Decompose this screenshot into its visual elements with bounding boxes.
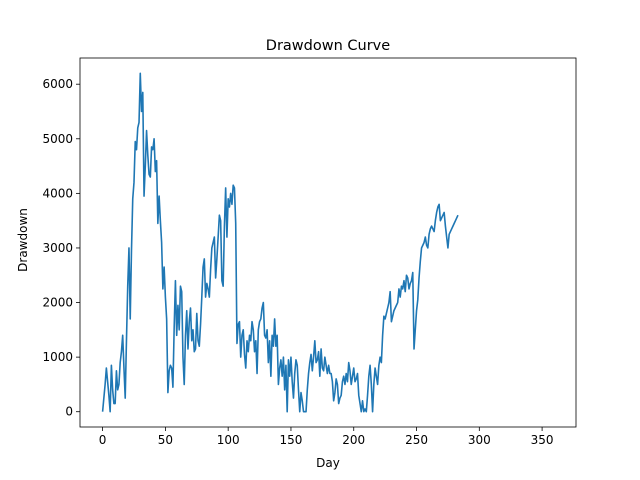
x-tick-label: 350 (531, 433, 554, 447)
x-tick-label: 50 (158, 433, 173, 447)
x-tick-label: 200 (342, 433, 365, 447)
y-axis: 0 1000 2000 3000 4000 5000 6000 (42, 77, 80, 419)
x-axis-label: Day (316, 456, 340, 470)
y-tick-label: 5000 (42, 132, 73, 146)
x-tick-label: 100 (217, 433, 240, 447)
y-tick-label: 0 (65, 405, 73, 419)
y-tick-label: 1000 (42, 350, 73, 364)
x-tick-label: 300 (468, 433, 491, 447)
chart-title: Drawdown Curve (266, 38, 390, 54)
x-axis: 0 50 100 150 200 250 300 350 (99, 427, 554, 447)
y-tick-label: 3000 (42, 241, 73, 255)
y-tick-label: 6000 (42, 77, 73, 91)
y-tick-label: 2000 (42, 296, 73, 310)
y-tick-label: 4000 (42, 186, 73, 200)
x-tick-label: 250 (405, 433, 428, 447)
x-tick-label: 0 (99, 433, 107, 447)
plot-area (79, 57, 577, 428)
y-axis-label: Drawdown (16, 208, 30, 272)
x-tick-label: 150 (280, 433, 303, 447)
series-line-0 (101, 72, 459, 413)
plot-frame (79, 57, 577, 428)
